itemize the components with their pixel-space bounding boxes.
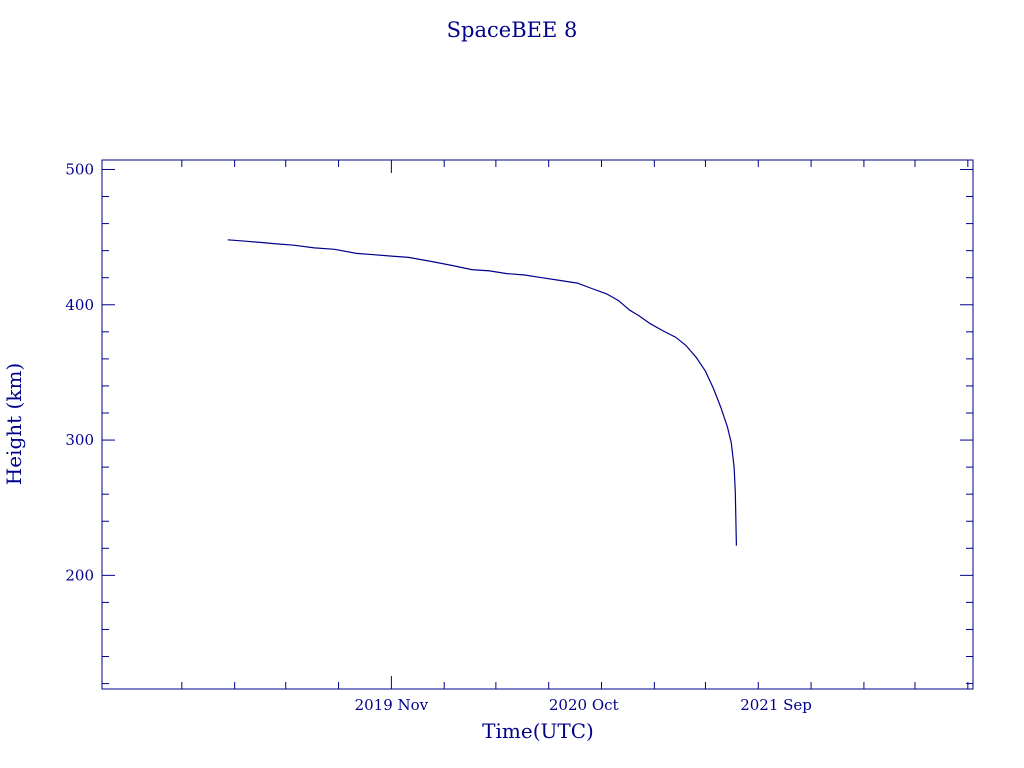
y-axis-label: Height (km) [2, 363, 26, 485]
x-tick-labels: 2019 Nov 2020 Oct 2021 Sep [355, 696, 812, 714]
x-tick-label: 2021 Sep [740, 696, 812, 714]
y-tick-label: 300 [65, 431, 94, 449]
y-tick-label: 400 [65, 296, 94, 314]
y-axis-ticks [102, 168, 973, 685]
x-tick-label: 2019 Nov [355, 696, 429, 714]
chart-title: SpaceBEE 8 [447, 18, 578, 42]
x-axis-label: Time(UTC) [482, 719, 594, 743]
y-tick-label: 500 [65, 160, 94, 178]
x-minor-ticks [181, 160, 969, 689]
x-tick-label: 2020 Oct [549, 696, 619, 714]
y-tick-labels: 200 300 400 500 [65, 160, 94, 584]
height-series-line [227, 239, 737, 546]
plot-frame [101, 159, 974, 690]
y-tick-label: 200 [65, 566, 94, 584]
